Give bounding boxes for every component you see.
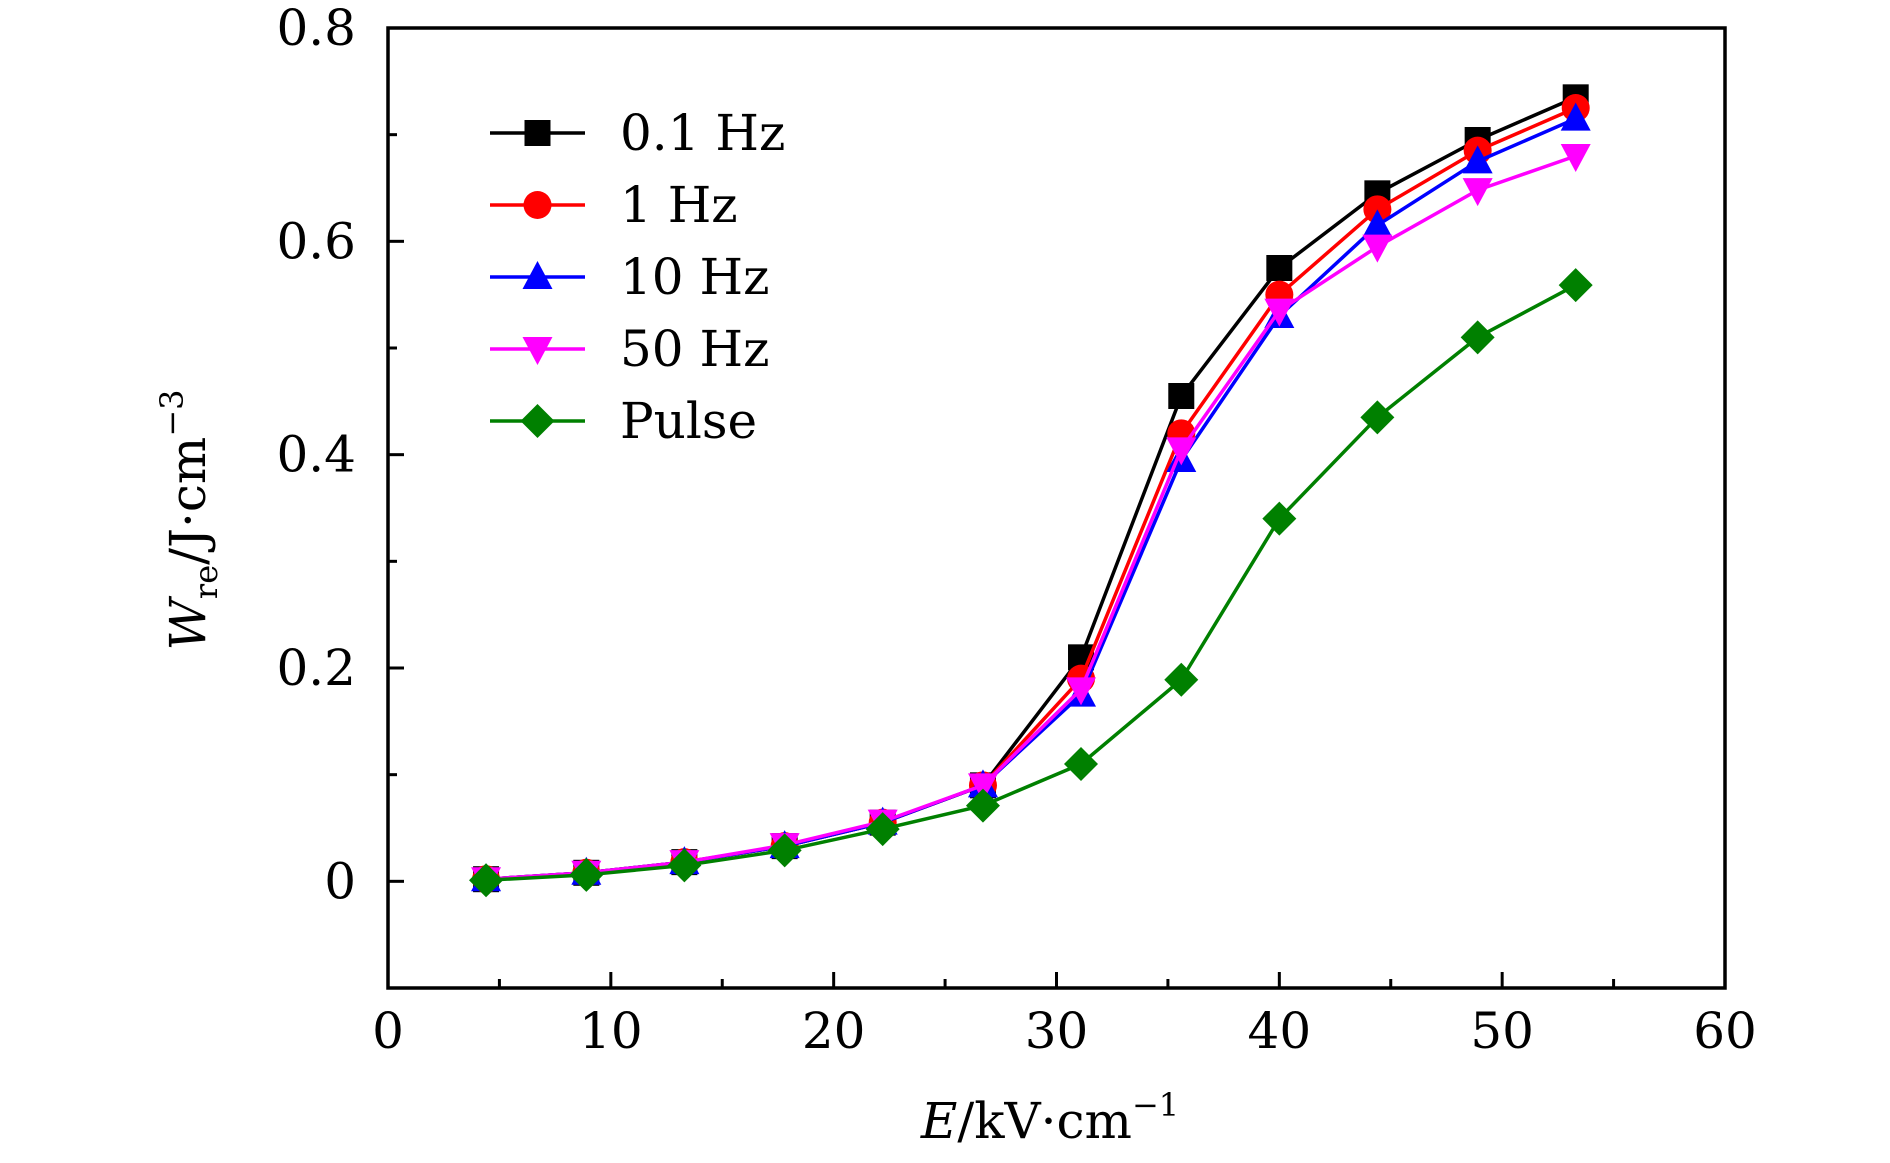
x-tick-label: 60 [1693,1002,1757,1060]
data-point-pulse [1164,662,1199,697]
legend-marker-0-1-hz [524,120,551,146]
data-point-50-hz [1264,298,1295,327]
y-tick-label: 0 [324,852,356,910]
legend-label-10-hz: 10 Hz [620,248,769,306]
x-tick-label: 10 [579,1002,643,1060]
legend-item-0-1-hz: 0.1 Hz [490,104,785,162]
legend: 0.1 Hz 1 Hz 10 Hz 50 Hz Pulse [490,104,785,450]
x-tick-label: 0 [372,1002,404,1060]
data-point-10-hz [1362,209,1393,238]
x-tick-label: 40 [1248,1002,1312,1060]
data-point-0-1-hz [1168,383,1195,409]
legend-marker-10-hz [522,261,553,289]
data-point-pulse [865,812,900,847]
data-point-50-hz [967,773,998,802]
data-point-10-hz [1462,145,1493,174]
axis-ticks-layer: 0 10 20 30 40 50 60 0 0.2 0.4 0.6 0.8 [276,0,1756,1060]
x-tick-label: 20 [802,1002,866,1060]
x-axis-label: E/kV·cm−1 [920,1086,1179,1150]
data-point-50-hz [1560,144,1591,172]
data-point-pulse [1262,501,1297,536]
y-tick-label: 0.6 [276,212,356,270]
legend-label-pulse: Pulse [620,392,757,450]
legend-item-pulse: Pulse [490,392,757,450]
y-tick-label: 0.4 [276,426,356,484]
data-point-50-hz [1462,178,1493,207]
y-axis-exponent: −3 [153,389,191,436]
legend-item-50-hz: 50 Hz [490,320,769,378]
legend-item-1-hz: 1 Hz [490,176,738,234]
series-line-pulse [485,283,1577,883]
legend-label-1-hz: 1 Hz [620,176,738,234]
x-axis-exponent: −1 [1132,1086,1179,1124]
y-axis-variable: W [159,596,217,651]
data-point-50-hz [1362,234,1393,263]
legend-label-50-hz: 50 Hz [620,320,769,378]
data-point-pulse [1360,400,1395,435]
legend-item-10-hz: 10 Hz [490,248,769,306]
data-point-10-hz [1560,102,1591,131]
series-pulse [469,268,1593,898]
x-tick-label: 50 [1470,1002,1534,1060]
data-point-pulse [469,863,504,898]
y-axis-subscript: re [187,565,225,599]
data-point-pulse [667,848,702,883]
y-axis-label: Wre/J·cm−3 [153,389,225,650]
x-axis-unit: /kV·cm [957,1092,1132,1150]
data-point-50-hz [1166,437,1197,466]
data-point-pulse [1460,320,1495,355]
series-layer [469,84,1593,898]
legend-marker-1-hz [523,191,552,219]
data-point-0-1-hz [1266,255,1293,281]
data-point-pulse [767,833,802,868]
x-tick-label: 30 [1025,1002,1089,1060]
x-axis-variable: E [920,1092,958,1150]
legend-marker-50-hz [522,337,553,365]
y-tick-label: 0.2 [276,639,356,697]
data-point-pulse [1064,747,1099,781]
data-point-pulse [569,857,604,892]
y-axis-unit: /J·cm [159,437,217,565]
series-line-50-hz [485,154,1577,881]
y-tick-label: 0.8 [276,0,356,57]
data-point-pulse [1558,268,1593,303]
legend-marker-pulse [520,404,555,438]
data-point-50-hz [1066,677,1097,706]
legend-label-0-1-hz: 0.1 Hz [620,104,785,162]
data-point-pulse [965,788,1000,823]
